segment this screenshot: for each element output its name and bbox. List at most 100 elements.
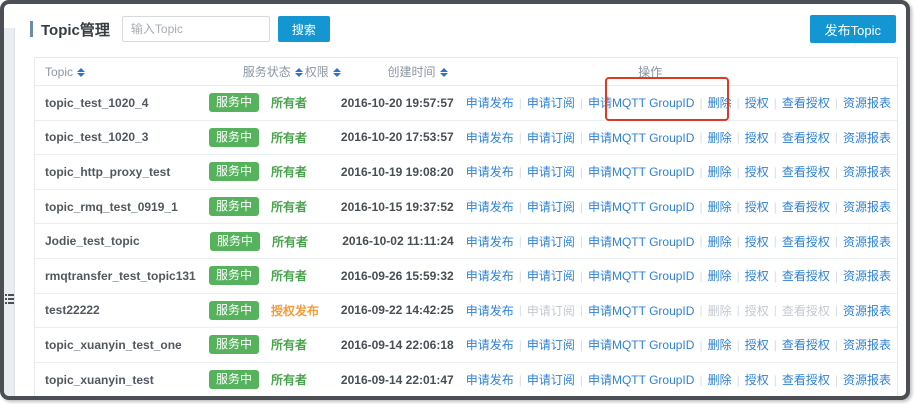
row-actions: 申请发布 | 申请订阅 | 申请MQTT GroupID | 删除 | 授权 | 查看授权 | 资源报表 — [460, 198, 897, 215]
action-apply-publish[interactable]: 申请发布 — [465, 200, 514, 215]
column-header-time[interactable]: 创建时间 — [382, 63, 508, 80]
sort-icon[interactable] — [439, 68, 448, 78]
action-apply-publish[interactable]: 申请发布 — [465, 303, 514, 318]
sort-icon[interactable] — [77, 67, 86, 77]
action-apply-subscribe[interactable]: 申请订阅 — [526, 269, 575, 284]
action-view-authorization[interactable]: 查看授权 — [781, 200, 830, 215]
search-button[interactable]: 搜索 — [277, 16, 330, 42]
action-separator: | — [736, 337, 740, 352]
action-apply-subscribe: 申请订阅 — [526, 303, 575, 318]
action-apply-publish[interactable]: 申请发布 — [465, 96, 514, 111]
action-resource-report[interactable]: 资源报表 — [842, 373, 891, 388]
action-apply-subscribe[interactable]: 申请订阅 — [526, 373, 575, 388]
action-apply-mqtt-groupid[interactable]: 申请MQTT GroupID — [587, 303, 695, 318]
action-delete[interactable]: 删除 — [707, 96, 732, 111]
action-delete[interactable]: 删除 — [707, 373, 732, 388]
action-apply-publish[interactable]: 申请发布 — [465, 234, 514, 249]
sidebar-toggle[interactable] — [4, 291, 15, 307]
publish-topic-button[interactable]: 发布Topic — [809, 15, 896, 43]
column-header-perm[interactable]: 权限 — [299, 63, 382, 80]
action-separator: | — [736, 130, 740, 145]
action-view-authorization[interactable]: 查看授权 — [781, 96, 830, 111]
action-apply-subscribe[interactable]: 申请订阅 — [526, 130, 575, 145]
action-resource-report[interactable]: 资源报表 — [842, 200, 891, 215]
action-apply-mqtt-groupid[interactable]: 申请MQTT GroupID — [587, 165, 695, 180]
action-view-authorization[interactable]: 查看授权 — [781, 269, 830, 284]
action-apply-subscribe[interactable]: 申请订阅 — [526, 200, 575, 215]
action-apply-publish[interactable]: 申请发布 — [465, 130, 514, 145]
action-separator: | — [579, 337, 583, 352]
action-separator: | — [518, 268, 522, 283]
action-authorize[interactable]: 授权 — [744, 338, 769, 353]
action-resource-report[interactable]: 资源报表 — [842, 130, 891, 145]
action-authorize[interactable]: 授权 — [744, 165, 769, 180]
created-time: 2016-10-15 19:37:52 — [340, 199, 454, 214]
action-apply-subscribe[interactable]: 申请订阅 — [526, 165, 575, 180]
action-apply-publish[interactable]: 申请发布 — [465, 165, 514, 180]
action-apply-mqtt-groupid[interactable]: 申请MQTT GroupID — [587, 130, 695, 145]
action-delete[interactable]: 删除 — [707, 130, 732, 145]
action-authorize[interactable]: 授权 — [744, 200, 769, 215]
topic-search-input[interactable] — [121, 16, 270, 42]
action-resource-report[interactable]: 资源报表 — [842, 234, 891, 249]
topic-name: test22222 — [45, 303, 100, 318]
sort-icon[interactable] — [332, 68, 341, 78]
row-actions: 申请发布 | 申请订阅 | 申请MQTT GroupID | 删除 | 授权 | 查看授权 | 资源报表 — [460, 302, 897, 319]
action-apply-subscribe[interactable]: 申请订阅 — [526, 234, 575, 249]
status-badge: 服务中 — [209, 197, 260, 217]
action-apply-mqtt-groupid[interactable]: 申请MQTT GroupID — [587, 234, 695, 249]
row-actions: 申请发布 | 申请订阅 | 申请MQTT GroupID | 删除 | 授权 | 查看授权 | 资源报表 — [460, 94, 897, 111]
action-delete[interactable]: 删除 — [707, 234, 732, 249]
action-apply-subscribe[interactable]: 申请订阅 — [526, 338, 575, 353]
column-header-topic[interactable]: Topic — [35, 65, 237, 79]
action-separator: | — [736, 164, 740, 179]
action-apply-publish[interactable]: 申请发布 — [465, 338, 514, 353]
action-delete[interactable]: 删除 — [707, 269, 732, 284]
action-resource-report[interactable]: 资源报表 — [842, 338, 891, 353]
action-view-authorization[interactable]: 查看授权 — [781, 373, 830, 388]
action-separator: | — [736, 372, 740, 387]
action-authorize[interactable]: 授权 — [744, 130, 769, 145]
action-apply-publish[interactable]: 申请发布 — [465, 269, 514, 284]
action-resource-report[interactable]: 资源报表 — [842, 303, 891, 318]
action-separator: | — [834, 234, 838, 249]
action-resource-report[interactable]: 资源报表 — [842, 269, 891, 284]
action-authorize[interactable]: 授权 — [744, 96, 769, 111]
created-time: 2016-09-14 22:01:47 — [340, 372, 454, 387]
action-apply-subscribe[interactable]: 申请订阅 — [526, 96, 575, 111]
action-resource-report[interactable]: 资源报表 — [842, 96, 891, 111]
action-view-authorization[interactable]: 查看授权 — [781, 165, 830, 180]
action-authorize[interactable]: 授权 — [744, 234, 769, 249]
created-time: 2016-09-14 22:06:18 — [340, 337, 454, 352]
sort-icon[interactable] — [294, 68, 303, 78]
action-separator: | — [699, 337, 703, 352]
action-apply-mqtt-groupid[interactable]: 申请MQTT GroupID — [587, 200, 695, 215]
action-separator: | — [579, 234, 583, 249]
permission-label: 所有者 — [271, 96, 308, 111]
status-badge: 服务中 — [209, 231, 260, 251]
action-view-authorization[interactable]: 查看授权 — [781, 234, 830, 249]
column-header-status[interactable]: 服务状态 — [237, 63, 303, 80]
action-resource-report[interactable]: 资源报表 — [842, 165, 891, 180]
action-delete[interactable]: 删除 — [707, 338, 732, 353]
action-separator: | — [773, 95, 777, 110]
action-authorize[interactable]: 授权 — [744, 269, 769, 284]
action-authorize[interactable]: 授权 — [744, 373, 769, 388]
action-delete[interactable]: 删除 — [707, 200, 732, 215]
action-view-authorization[interactable]: 查看授权 — [781, 130, 830, 145]
action-apply-publish[interactable]: 申请发布 — [465, 373, 514, 388]
action-delete[interactable]: 删除 — [707, 165, 732, 180]
action-apply-mqtt-groupid[interactable]: 申请MQTT GroupID — [587, 373, 695, 388]
created-time: 2016-09-22 14:42:25 — [340, 303, 454, 318]
action-view-authorization[interactable]: 查看授权 — [781, 338, 830, 353]
action-separator: | — [699, 164, 703, 179]
topic-name: topic_http_proxy_test — [45, 164, 171, 179]
action-separator: | — [699, 130, 703, 145]
action-apply-mqtt-groupid[interactable]: 申请MQTT GroupID — [587, 269, 695, 284]
action-apply-mqtt-groupid[interactable]: 申请MQTT GroupID — [587, 96, 695, 111]
table-row: test22222 服务中 授权发布 2016-09-22 14:42:25 申… — [35, 293, 897, 329]
action-separator: | — [834, 130, 838, 145]
action-apply-mqtt-groupid[interactable]: 申请MQTT GroupID — [587, 338, 695, 353]
permission-label: 所有者 — [271, 200, 308, 215]
